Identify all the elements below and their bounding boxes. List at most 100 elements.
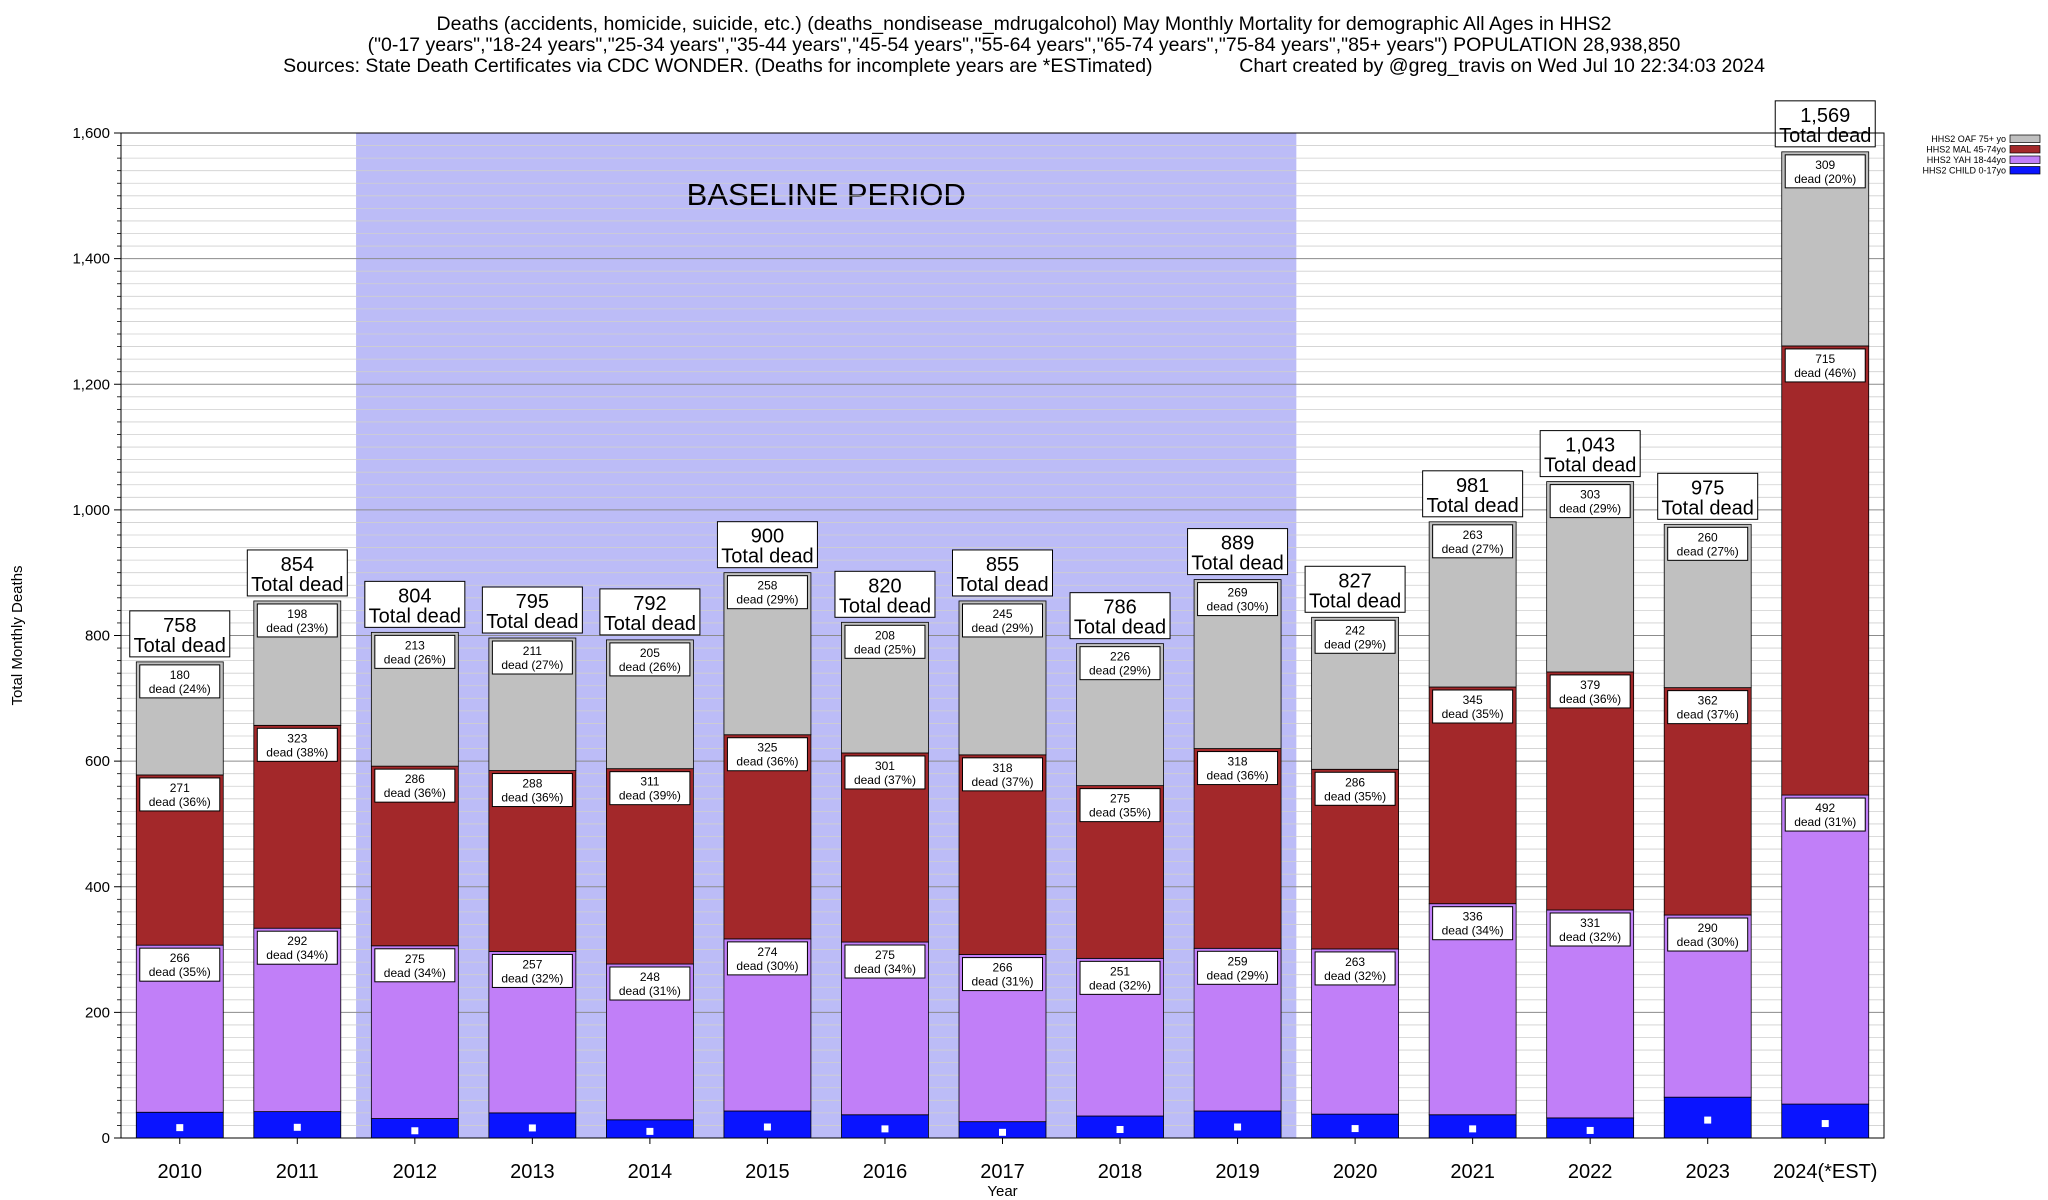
- segment-pct-label: dead (31%): [1794, 815, 1856, 829]
- total-value-label: 900: [751, 526, 784, 548]
- total-value-label: 1,043: [1565, 435, 1615, 457]
- total-value-label: 820: [868, 575, 901, 597]
- segment-value-label: 379: [1580, 678, 1600, 692]
- segment-value-label: 275: [405, 952, 425, 966]
- segment-label-box: [1314, 951, 1396, 986]
- segment-marker: [1351, 1125, 1359, 1133]
- total-suffix-label: Total dead: [956, 574, 1048, 596]
- segment-label-box: [962, 603, 1043, 638]
- segment-pct-label: dead (34%): [854, 962, 916, 976]
- segment-label-box: [1432, 689, 1514, 724]
- segment-pct-label: dead (37%): [1677, 708, 1739, 722]
- segment-value-label: 180: [170, 668, 190, 682]
- segment-value-label: 325: [757, 741, 777, 755]
- segment-value-label: 275: [875, 948, 895, 962]
- segment-value-label: 286: [1345, 775, 1365, 789]
- segment-marker: [1116, 1126, 1124, 1134]
- segment-marker: [1469, 1125, 1477, 1133]
- y-tick-label: 1,400: [72, 251, 110, 268]
- total-suffix-label: Total dead: [721, 546, 813, 568]
- segment-value-label: 336: [1463, 910, 1483, 924]
- total-value-label: 792: [633, 593, 666, 615]
- segment-value-label: 301: [875, 759, 895, 773]
- segment-value-label: 205: [640, 646, 660, 660]
- segment-value-label: 211: [523, 644, 542, 658]
- segment-pct-label: dead (38%): [266, 745, 328, 759]
- segment-label-box: [1079, 788, 1161, 823]
- total-value-label: 854: [281, 554, 314, 576]
- x-tick-label: 2018: [1098, 1161, 1143, 1183]
- bar-segment: [1781, 345, 1870, 796]
- segment-pct-label: dead (31%): [971, 975, 1033, 989]
- total-value-label: 804: [398, 585, 431, 607]
- segment-marker: [999, 1128, 1006, 1136]
- legend-swatch: [2009, 145, 2041, 154]
- segment-marker: [881, 1125, 889, 1133]
- y-tick-label: 1,200: [72, 376, 110, 393]
- segment-pct-label: dead (37%): [971, 775, 1033, 789]
- segment-pct-label: dead (27%): [501, 658, 563, 672]
- segment-pct-label: dead (36%): [149, 795, 211, 809]
- total-suffix-label: Total dead: [1544, 455, 1636, 477]
- total-suffix-label: Total dead: [369, 605, 461, 627]
- segment-pct-label: dead (27%): [1442, 542, 1504, 556]
- segment-value-label: 257: [522, 957, 542, 971]
- legend-swatch: [2009, 155, 2041, 164]
- segment-value-label: 492: [1815, 801, 1835, 815]
- y-tick-label: 1,600: [72, 125, 110, 142]
- segment-pct-label: dead (39%): [619, 789, 681, 803]
- x-tick-label: 2014: [628, 1161, 673, 1183]
- x-tick-label: 2010: [158, 1161, 203, 1183]
- total-label-box: [716, 521, 818, 569]
- segment-pct-label: dead (25%): [854, 642, 916, 656]
- segment-value-label: 715: [1815, 352, 1835, 366]
- segment-pct-label: dead (29%): [971, 621, 1033, 635]
- chart-title: Deaths (accidents, homicide, suicide, et…: [0, 14, 2048, 77]
- segment-label-box: [726, 737, 808, 772]
- segment-pct-label: dead (24%): [149, 682, 211, 696]
- segment-pct-label: dead (37%): [854, 773, 916, 787]
- total-label-box: [246, 549, 348, 597]
- segment-pct-label: dead (36%): [384, 786, 446, 800]
- segment-value-label: 309: [1815, 158, 1835, 172]
- segment-value-label: 269: [1228, 586, 1248, 600]
- segment-label-box: [491, 773, 573, 808]
- segment-value-label: 323: [287, 731, 307, 745]
- segment-value-label: 288: [522, 777, 542, 791]
- segment-label-box: [1079, 960, 1161, 995]
- legend-label: HHS2 MAL 45-74yo: [1926, 145, 2006, 155]
- segment-pct-label: dead (29%): [1089, 664, 1151, 678]
- segment-marker: [1821, 1120, 1829, 1128]
- legend-swatch: [2009, 134, 2041, 143]
- total-label-box: [599, 588, 701, 636]
- total-label-box: [1069, 592, 1171, 640]
- segment-pct-label: dead (32%): [1324, 969, 1386, 983]
- total-label-box: [1657, 472, 1759, 520]
- segment-label-box: [962, 957, 1043, 992]
- segment-marker: [646, 1127, 654, 1135]
- segment-pct-label: dead (29%): [1324, 637, 1386, 651]
- total-value-label: 855: [986, 554, 1019, 576]
- segment-label-box: [844, 755, 926, 790]
- total-suffix-label: Total dead: [604, 613, 696, 635]
- segment-value-label: 318: [992, 761, 1012, 775]
- segment-pct-label: dead (36%): [736, 755, 798, 769]
- total-suffix-label: Total dead: [134, 635, 226, 657]
- segment-label-box: [374, 948, 456, 983]
- segment-marker: [1704, 1116, 1712, 1124]
- segment-pct-label: dead (32%): [1089, 978, 1151, 992]
- segment-value-label: 251: [1110, 964, 1130, 978]
- segment-label-box: [609, 966, 691, 1001]
- segment-pct-label: dead (27%): [1677, 544, 1739, 558]
- segment-pct-label: dead (32%): [501, 971, 563, 985]
- total-suffix-label: Total dead: [486, 611, 578, 633]
- x-tick-label: 2017: [980, 1161, 1025, 1183]
- x-tick-label: 2016: [863, 1161, 908, 1183]
- segment-pct-label: dead (34%): [1442, 924, 1504, 938]
- segment-marker: [411, 1127, 419, 1135]
- segment-value-label: 311: [640, 775, 659, 789]
- x-tick-label: 2015: [745, 1161, 790, 1183]
- x-tick-label: 2024(*EST): [1773, 1161, 1878, 1183]
- segment-label-box: [726, 575, 808, 610]
- total-suffix-label: Total dead: [1191, 553, 1283, 575]
